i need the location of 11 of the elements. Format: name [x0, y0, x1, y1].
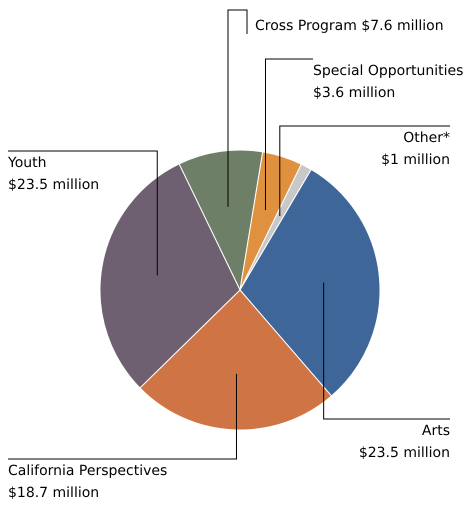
- slice-label: Special Opportunities: [313, 63, 464, 79]
- data-label: $23.5 million: [8, 177, 100, 193]
- slice-label: Youth: [7, 155, 46, 171]
- slice-label: Arts: [422, 423, 450, 439]
- data-label: $3.6 million: [313, 85, 396, 101]
- slice-label: Other*: [403, 130, 450, 146]
- slice-label: Cross Program $7.6 million: [255, 18, 444, 34]
- slice-label: California Perspectives: [8, 463, 168, 479]
- data-label: $18.7 million: [8, 485, 100, 501]
- data-label: $23.5 million: [358, 445, 450, 461]
- data-label: $1 million: [381, 152, 450, 168]
